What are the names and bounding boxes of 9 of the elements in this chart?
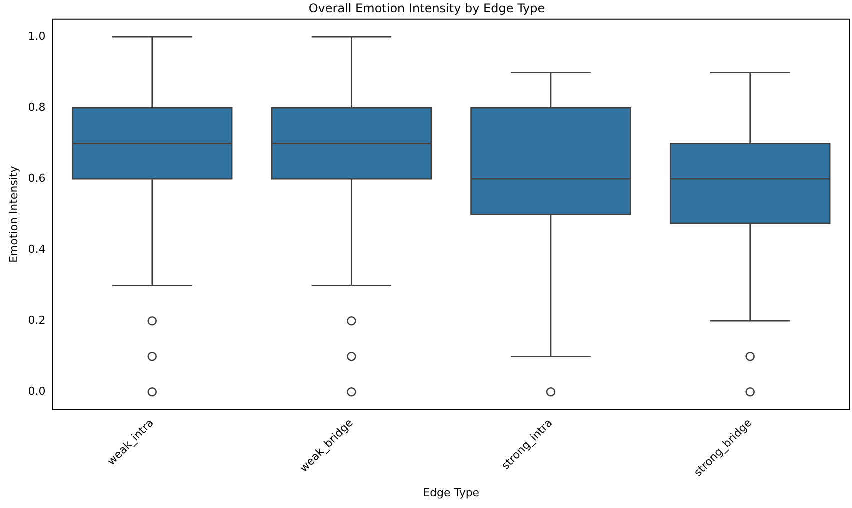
y-axis-title: Emotion Intensity (7, 166, 20, 264)
y-tick-label: 1.0 (28, 30, 46, 44)
chart-title: Overall Emotion Intensity by Edge Type (308, 1, 546, 16)
y-tick-label: 0.2 (28, 314, 46, 327)
y-tick-label: 0.4 (28, 242, 46, 256)
y-tick-label: 0.6 (28, 172, 46, 185)
x-axis-title: Edge Type (423, 486, 480, 500)
y-tick-label: 0.8 (28, 101, 46, 114)
y-tick-label: 0.0 (28, 384, 46, 398)
